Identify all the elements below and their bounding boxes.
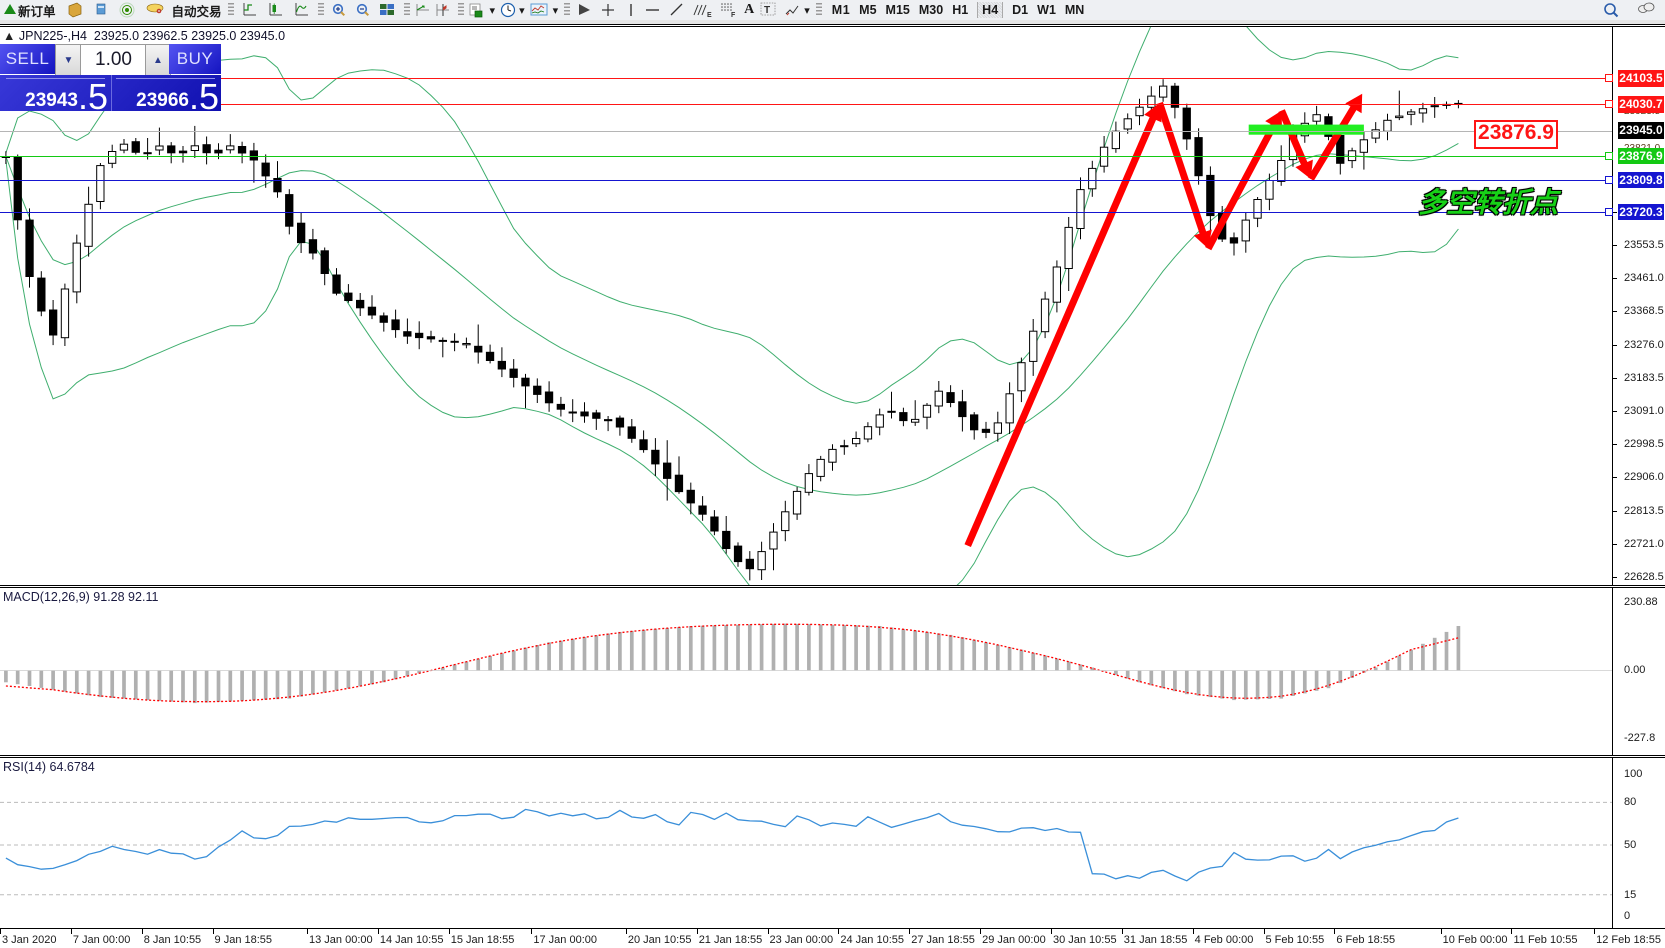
svg-text:F: F bbox=[731, 12, 736, 18]
svg-text:E: E bbox=[707, 12, 712, 18]
svg-text:T: T bbox=[764, 5, 770, 16]
